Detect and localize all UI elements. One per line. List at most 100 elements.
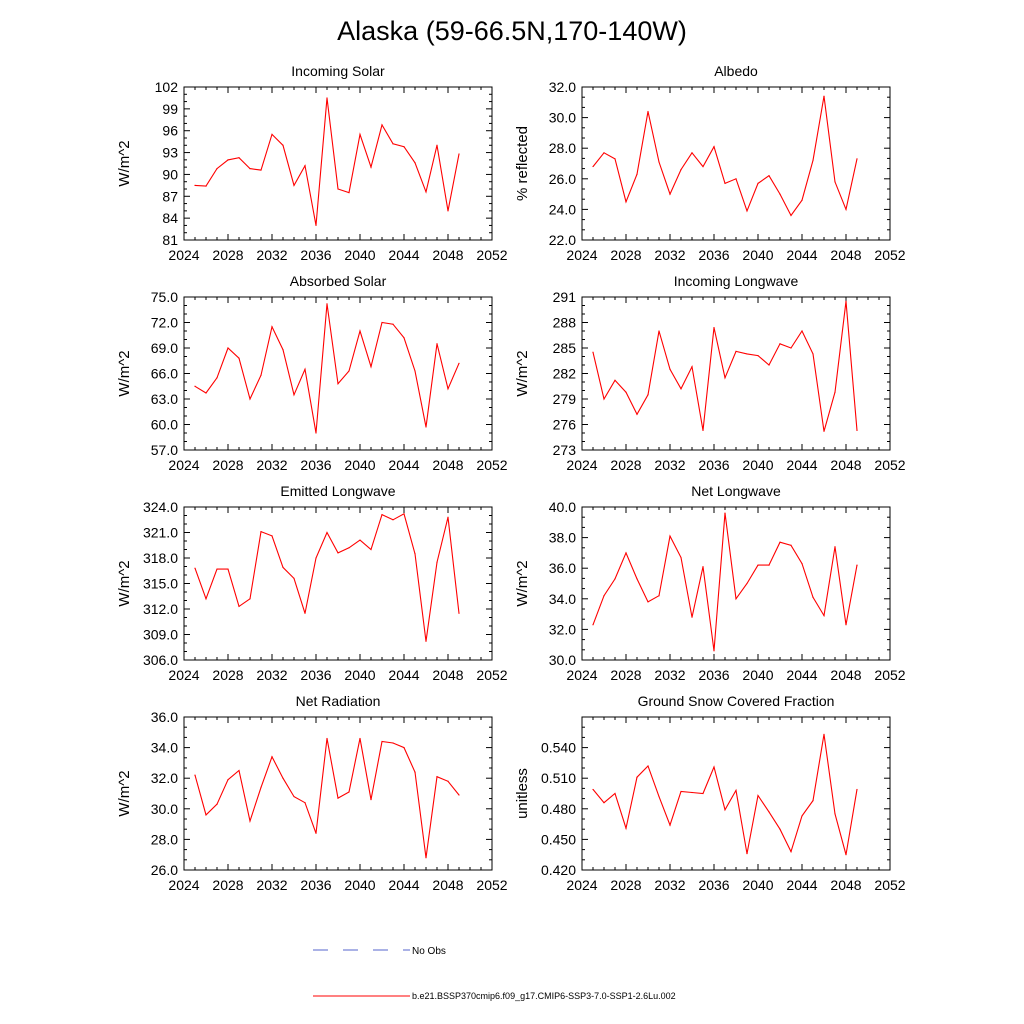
data-point: [337, 797, 339, 799]
plot-frame: [183, 716, 493, 871]
y-tick-label: 324.0: [143, 499, 178, 515]
data-point: [194, 385, 196, 387]
data-point: [370, 548, 372, 551]
data-point: [205, 185, 207, 187]
y-tick-label: 0.450: [541, 831, 576, 847]
y-axis-label: W/m^2: [116, 140, 133, 186]
x-tick-label: 2052: [874, 667, 905, 683]
data-point: [735, 789, 737, 792]
x-tick-label: 2024: [566, 877, 597, 893]
y-tick-label: 90: [162, 166, 178, 182]
x-tick-label: 2036: [300, 247, 331, 263]
data-point: [216, 568, 218, 570]
data-point: [227, 159, 229, 161]
data-point: [823, 733, 825, 735]
data-point: [315, 557, 317, 559]
x-tick-label: 2028: [212, 877, 243, 893]
data-point: [669, 824, 671, 826]
panel-net-longwave: Net Longwave W/m^2 2024 2028 2032 2036 2040 204…: [514, 483, 906, 683]
x-tick-label: 2048: [830, 877, 861, 893]
x-tick-label: 2040: [344, 877, 375, 893]
x-tick-label: 2052: [874, 877, 905, 893]
data-point: [425, 640, 427, 642]
y-tick-label: 0.420: [541, 862, 576, 878]
data-point: [194, 774, 196, 776]
data-point: [845, 624, 847, 626]
data-point: [238, 769, 240, 772]
data-point: [592, 351, 594, 353]
data-point: [801, 199, 803, 201]
data-point: [603, 595, 605, 597]
data-point: [271, 756, 273, 758]
data-point: [260, 786, 262, 788]
y-tick-label: 0.540: [541, 740, 576, 756]
y-tick-label: 63.0: [151, 391, 178, 407]
x-tick-label: 2052: [874, 457, 905, 473]
x-tick-label: 2040: [742, 457, 773, 473]
data-point: [282, 777, 284, 779]
data-point: [812, 800, 814, 802]
y-tick-label: 26.0: [151, 862, 178, 878]
data-point: [801, 815, 803, 817]
data-point: [458, 612, 460, 614]
data-point: [669, 368, 671, 370]
x-tick-label: 2024: [566, 457, 597, 473]
data-point: [856, 564, 858, 566]
data-point: [801, 330, 803, 332]
y-tick-label: 288: [553, 315, 577, 331]
legend-item-no-obs: No Obs: [313, 946, 446, 957]
data-point: [348, 192, 350, 194]
y-tick-label: 0.510: [541, 770, 576, 786]
data-point: [834, 391, 836, 393]
data-point: [680, 556, 682, 559]
data-point: [436, 776, 438, 778]
data-point: [304, 802, 306, 804]
data-point: [414, 771, 416, 773]
series-line: [592, 513, 858, 651]
x-tick-label: 2036: [698, 877, 729, 893]
x-tick-label: 2048: [432, 667, 463, 683]
data-point: [603, 152, 605, 154]
data-point: [249, 820, 251, 822]
data-point: [205, 598, 207, 600]
x-tick-label: 2048: [830, 457, 861, 473]
series-line: [194, 303, 460, 434]
x-tick-label: 2032: [654, 457, 685, 473]
data-point: [227, 568, 229, 570]
data-point: [315, 224, 317, 227]
y-tick-label: 279: [553, 391, 577, 407]
data-point: [304, 165, 306, 167]
data-point: [812, 159, 814, 162]
data-point: [614, 379, 616, 381]
data-point: [834, 546, 836, 548]
data-point: [625, 552, 627, 554]
y-tick-label: 26.0: [549, 171, 576, 187]
y-axis-label: W/m^2: [514, 350, 531, 396]
data-point: [823, 430, 825, 432]
data-point: [713, 146, 715, 148]
data-point: [315, 432, 317, 434]
data-point: [724, 377, 726, 379]
data-point: [746, 353, 748, 355]
data-point: [337, 383, 339, 385]
data-point: [658, 595, 660, 597]
x-tick-label: 2044: [388, 667, 419, 683]
data-point: [381, 740, 383, 743]
data-point: [359, 133, 361, 135]
data-point: [713, 327, 715, 329]
data-point: [790, 851, 792, 853]
panel-emitted-longwave: Emitted Longwave W/m^2 2024 2028 2032 2036 204…: [116, 483, 508, 683]
x-tick-label: 2028: [212, 247, 243, 263]
legend-label: No Obs: [412, 946, 446, 957]
data-point: [370, 166, 372, 168]
y-tick-label: 0.480: [541, 801, 576, 817]
data-point: [823, 615, 825, 617]
panel-title: Incoming Longwave: [674, 273, 799, 289]
y-tick-label: 30.0: [549, 110, 576, 126]
x-tick-label: 2048: [432, 457, 463, 473]
data-point: [216, 803, 218, 805]
data-point: [647, 110, 649, 113]
x-tick-label: 2044: [786, 247, 817, 263]
data-point: [658, 795, 660, 798]
data-point: [293, 795, 295, 798]
